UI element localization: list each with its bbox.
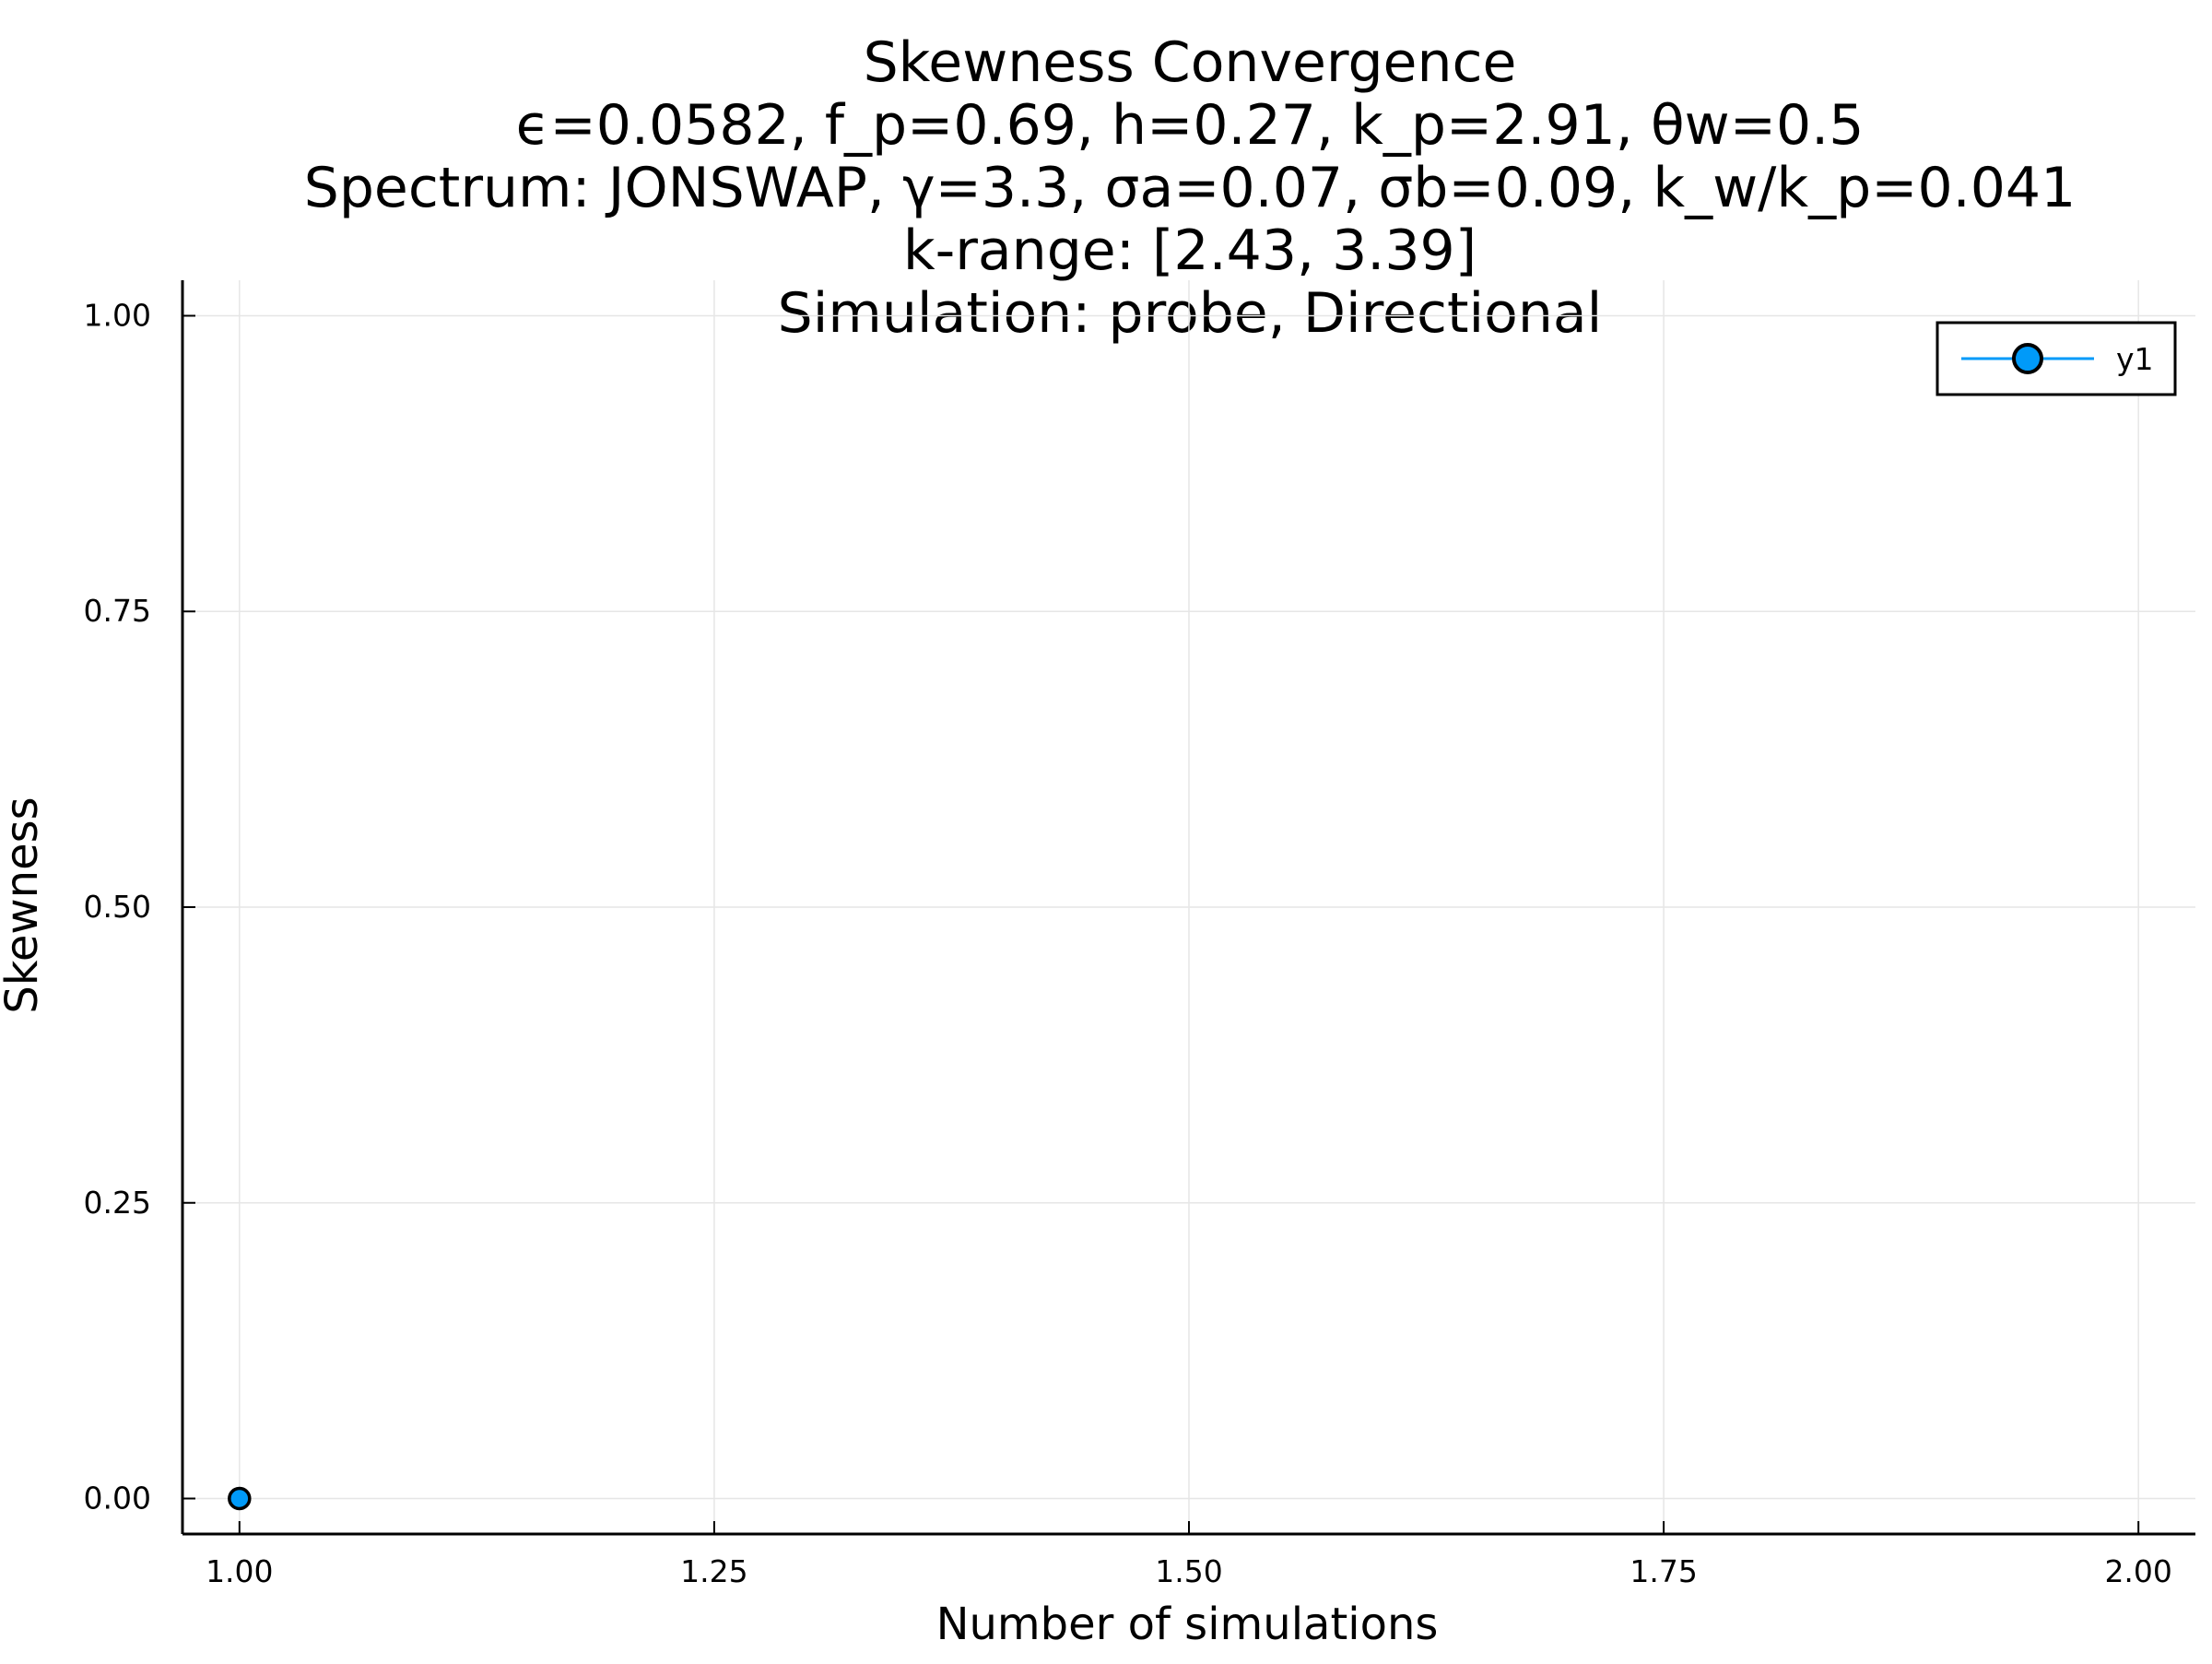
y-tick-label-1: 0.25 bbox=[84, 1185, 151, 1221]
y-tick-label-0: 0.00 bbox=[84, 1481, 151, 1516]
y-tick-label-3: 0.75 bbox=[84, 593, 151, 629]
y-tick-label-2: 0.50 bbox=[84, 889, 151, 925]
x-tick-label-3: 1.75 bbox=[1630, 1553, 1697, 1589]
title-line-3: Spectrum: JONSWAP, γ=3.3, σa=0.07, σb=0.… bbox=[304, 156, 2077, 220]
y-tick-label-4: 1.00 bbox=[84, 297, 151, 333]
x-axis-label: Number of simulations bbox=[936, 1599, 1439, 1650]
x-tick-label-0: 1.00 bbox=[206, 1553, 273, 1589]
title-line-5: Simulation: probe, Directional bbox=[778, 281, 1603, 346]
y-axis-label: Skewness bbox=[0, 797, 48, 1013]
title-line-1: Skewness Convergence bbox=[864, 30, 1517, 95]
title-line-4: k-range: [2.43, 3.39] bbox=[903, 218, 1477, 283]
title-line-2: ϵ=0.0582, f_p=0.69, h=0.27, k_p=2.91, θw… bbox=[516, 93, 1865, 158]
series-layer bbox=[228, 1486, 252, 1511]
x-tick-label-1: 1.25 bbox=[680, 1553, 747, 1589]
data-point-0-0 bbox=[228, 1486, 252, 1511]
legend-label-0: y1 bbox=[2116, 341, 2154, 377]
y-axis-ticks: 0.00 0.25 0.50 0.75 1.00 bbox=[84, 297, 195, 1516]
x-axis-ticks: 1.00 1.25 1.50 1.75 2.00 bbox=[206, 1521, 2172, 1589]
x-tick-label-4: 2.00 bbox=[2104, 1553, 2171, 1589]
legend: y1 bbox=[1936, 321, 2177, 396]
legend-marker-0 bbox=[2012, 343, 2043, 374]
x-tick-label-2: 1.50 bbox=[1155, 1553, 1222, 1589]
grid bbox=[182, 280, 2195, 1534]
chart-title: Skewness Convergence ϵ=0.0582, f_p=0.69,… bbox=[304, 30, 2077, 346]
